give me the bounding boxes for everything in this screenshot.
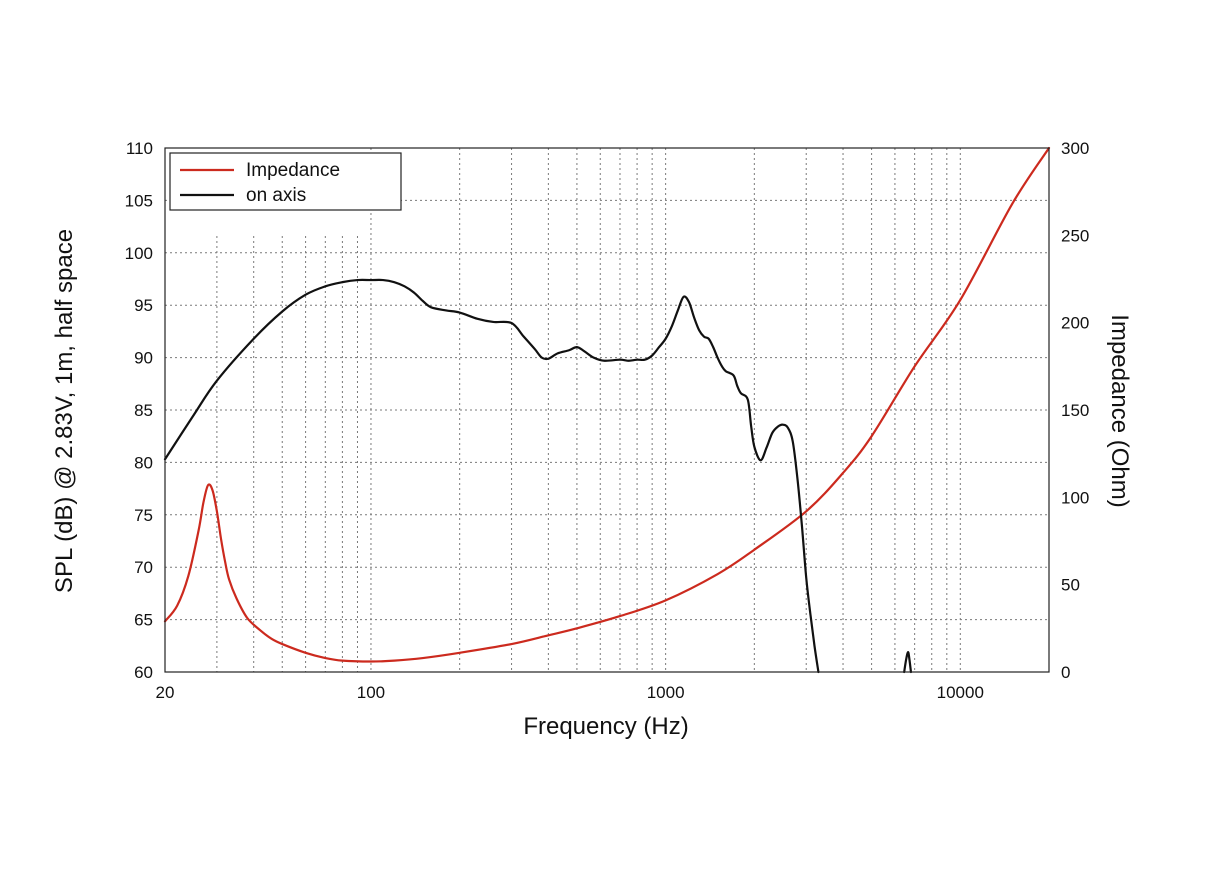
y-left-tick-label: 85: [134, 401, 153, 420]
y-left-tick-label: 105: [125, 191, 153, 210]
y-left-axis-label: SPL (dB) @ 2.83V, 1m, half space: [51, 229, 78, 593]
x-axis-ticks: 20 100 1000 10000: [156, 683, 984, 702]
x-tick-label: 100: [357, 683, 385, 702]
y-left-tick-label: 75: [134, 506, 153, 525]
on-axis-curve: [163, 278, 820, 674]
impedance-curve: [163, 146, 1051, 663]
y-left-tick-label: 110: [126, 139, 153, 158]
y-right-tick-label: 50: [1061, 576, 1080, 595]
legend: Impedance on axis: [169, 152, 402, 211]
y-right-axis-ticks: 0 50 100 150 200 250 300: [1061, 139, 1089, 682]
y-left-tick-label: 90: [134, 349, 153, 368]
x-axis-label: Frequency (Hz): [523, 713, 688, 740]
grid: [165, 148, 1049, 672]
y-right-tick-label: 250: [1061, 226, 1089, 245]
y-right-axis-label: Impedance (Ohm): [1106, 314, 1133, 507]
y-left-tick-label: 65: [134, 611, 153, 630]
plot-frame: [164, 147, 1050, 673]
x-tick-label: 20: [156, 683, 175, 702]
y-right-tick-label: 150: [1061, 401, 1089, 420]
y-right-tick-label: 200: [1061, 314, 1089, 333]
y-left-tick-label: 70: [134, 558, 153, 577]
y-right-tick-label: 300: [1061, 139, 1089, 158]
y-left-tick-label: 60: [134, 663, 153, 682]
y-right-tick-label: 0: [1061, 663, 1070, 682]
y-left-tick-label: 100: [125, 244, 153, 263]
series-layer: [163, 146, 1051, 674]
legend-impedance-label: Impedance: [246, 160, 340, 181]
legend-on-axis-label: on axis: [246, 185, 306, 206]
x-tick-label: 1000: [647, 683, 685, 702]
y-left-axis-ticks: 60 65 70 75 80 85 90 95 100 105 110: [125, 139, 153, 682]
y-left-tick-label: 80: [134, 453, 153, 472]
y-right-tick-label: 100: [1061, 488, 1089, 507]
y-left-tick-label: 95: [134, 296, 153, 315]
on-axis-hf-fragment: [903, 650, 913, 674]
x-tick-label: 10000: [937, 683, 984, 702]
legend-box: [169, 152, 402, 211]
